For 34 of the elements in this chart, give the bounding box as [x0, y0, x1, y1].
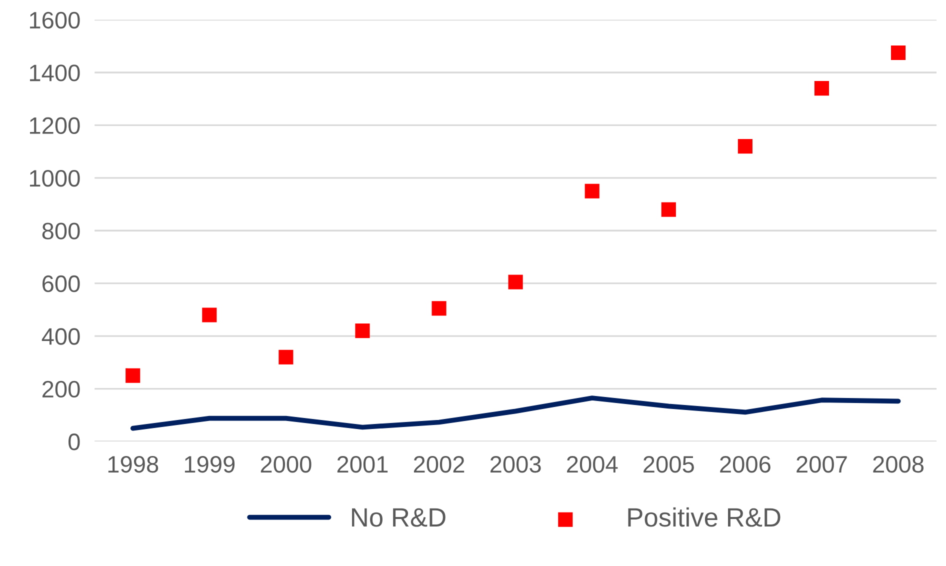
point [814, 81, 830, 96]
line-series [130, 396, 901, 431]
y-tick-label: 1000 [30, 170, 80, 187]
y-tick-label: 800 [42, 222, 80, 240]
x-tick-label: 2005 [644, 456, 694, 473]
point [738, 139, 752, 154]
point [202, 308, 217, 322]
y-tick-label: 0 [68, 434, 80, 450]
point [432, 301, 446, 316]
x-tick-label: 2000 [260, 456, 312, 473]
point [355, 324, 370, 338]
y-tick-label: 1600 [30, 12, 80, 29]
point [661, 202, 676, 217]
legend-label: Positive R&D [628, 507, 780, 527]
x-tick-label: 2004 [567, 456, 618, 473]
x-tick-label: 2008 [873, 456, 924, 473]
y-tick-label: 200 [42, 380, 80, 398]
point [890, 45, 906, 60]
point [584, 184, 600, 198]
point [278, 350, 294, 364]
x-tick-label: 2001 [337, 456, 388, 473]
y-tick-label: 1200 [30, 117, 80, 134]
x-tick-label: 1999 [184, 456, 235, 473]
point [126, 368, 140, 383]
x-tick-label: 2007 [796, 456, 847, 473]
point [508, 274, 523, 290]
x-tick-label: 2003 [490, 456, 541, 473]
y-tick-label: 1400 [30, 64, 80, 82]
legend-label: No R&D [352, 508, 446, 527]
y-tick-label: 600 [42, 275, 80, 292]
x-tick-label: 2006 [720, 456, 770, 473]
x-tick-label: 2002 [414, 456, 464, 473]
x-tick-label: 1998 [108, 456, 158, 473]
y-tick-label: 400 [42, 328, 80, 345]
